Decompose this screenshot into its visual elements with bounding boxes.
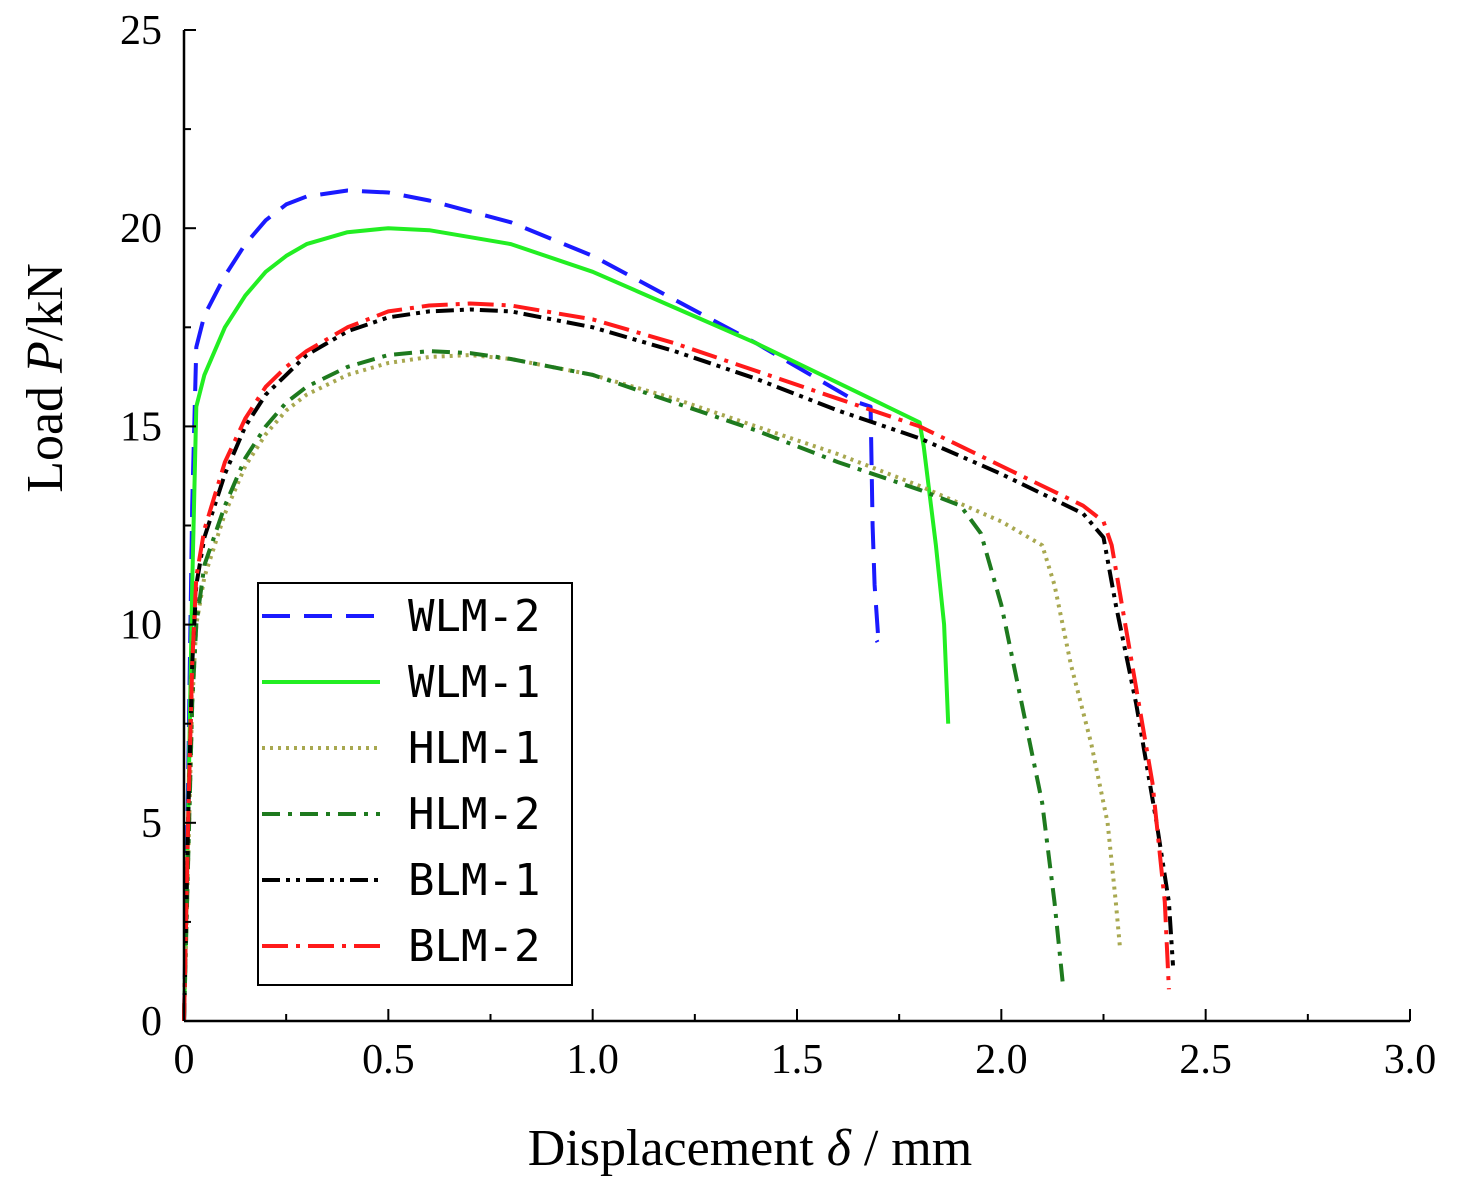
x-tick-label: 0 (174, 1037, 195, 1083)
x-tick-label: 3.0 (1384, 1037, 1437, 1083)
series-line-blm-2 (182, 301, 1171, 1022)
x-tick-label: 1.0 (566, 1037, 619, 1083)
legend-label: HLM-2 (408, 789, 540, 840)
x-axis-title: Displacement δ / mm (528, 1120, 972, 1177)
legend-item-hlm-1: HLM-1 (262, 723, 540, 774)
series-line-wlm-2 (182, 188, 881, 1022)
legend-item-wlm-2: WLM-2 (262, 591, 540, 642)
legend-box (257, 582, 573, 986)
legend: WLM-2 WLM-1 HLM-1 HLM-2 BLM-1 BLM-2 (257, 582, 573, 986)
legend-item-blm-2: BLM-2 (262, 921, 540, 972)
legend-item-blm-1: BLM-1 (262, 855, 540, 906)
legend-item-hlm-2: HLM-2 (262, 789, 540, 840)
legend-label: BLM-1 (408, 855, 540, 906)
series-layer (182, 188, 1175, 1022)
y-tick-label: 0 (141, 999, 162, 1045)
legend-label: BLM-2 (408, 921, 540, 972)
series-line-hlm-1 (182, 353, 1122, 1022)
y-tick-label: 25 (120, 8, 162, 54)
y-tick-label: 15 (120, 404, 162, 450)
y-tick-label: 5 (141, 801, 162, 847)
series-line-blm-1 (182, 307, 1175, 1022)
x-tick-label: 0.5 (362, 1037, 415, 1083)
x-tick-label: 1.5 (771, 1037, 824, 1083)
legend-label: WLM-2 (408, 591, 540, 642)
legend-label: HLM-1 (408, 723, 540, 774)
x-tick-label: 2.0 (975, 1037, 1028, 1083)
series-line-hlm-2 (182, 349, 1065, 1022)
legend-item-wlm-1: WLM-1 (262, 657, 540, 708)
legend-label: WLM-1 (408, 657, 540, 708)
y-tick-label: 20 (120, 206, 162, 252)
y-tick-label: 10 (120, 603, 162, 649)
ticks-layer: 0 0.5 1.0 1.5 2.0 2.5 3.0 0 5 10 15 20 25 (120, 8, 1436, 1083)
x-tick-label: 2.5 (1179, 1037, 1232, 1083)
y-axis-title: Load P/kN (17, 263, 74, 493)
